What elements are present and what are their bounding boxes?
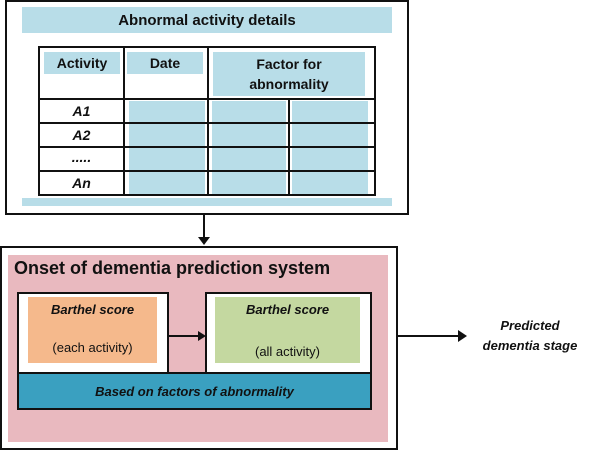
- table-row-label: A1: [40, 100, 123, 122]
- predicted-stage-line-2: dementia stage: [470, 336, 590, 356]
- barthel-score-all-subtitle: (all activity): [215, 344, 360, 359]
- arrow-head-icon: [198, 237, 210, 245]
- arrow-head-icon: [198, 331, 206, 341]
- table-row-label: An: [40, 172, 123, 194]
- barthel-score-all-title: Barthel score: [215, 302, 360, 317]
- barthel-score-each-title: Barthel score: [28, 302, 157, 317]
- panel-footer-bar: [22, 198, 392, 206]
- abnormality-factors-label: Based on factors of abnormality: [17, 372, 372, 410]
- right-arrow-icon: [169, 335, 200, 337]
- table-divider: [123, 46, 125, 196]
- down-arrow-icon: [203, 215, 205, 239]
- panel-title: Abnormal activity details: [22, 7, 392, 33]
- barthel-score-each-subtitle: (each activity): [28, 340, 157, 355]
- column-header-date: Date: [127, 52, 203, 74]
- table-divider: [207, 46, 209, 196]
- table-row-label: .....: [40, 146, 123, 168]
- column-header-factor: Factor for abnormality: [213, 52, 365, 96]
- output-arrow-icon: [398, 335, 460, 337]
- table-row-label: A2: [40, 124, 123, 146]
- predicted-stage-label: Predicted dementia stage: [470, 316, 590, 356]
- predicted-stage-line-1: Predicted: [470, 316, 590, 336]
- column-header-activity: Activity: [44, 52, 120, 74]
- prediction-system-title: Onset of dementia prediction system: [14, 258, 330, 279]
- arrow-head-icon: [458, 330, 467, 342]
